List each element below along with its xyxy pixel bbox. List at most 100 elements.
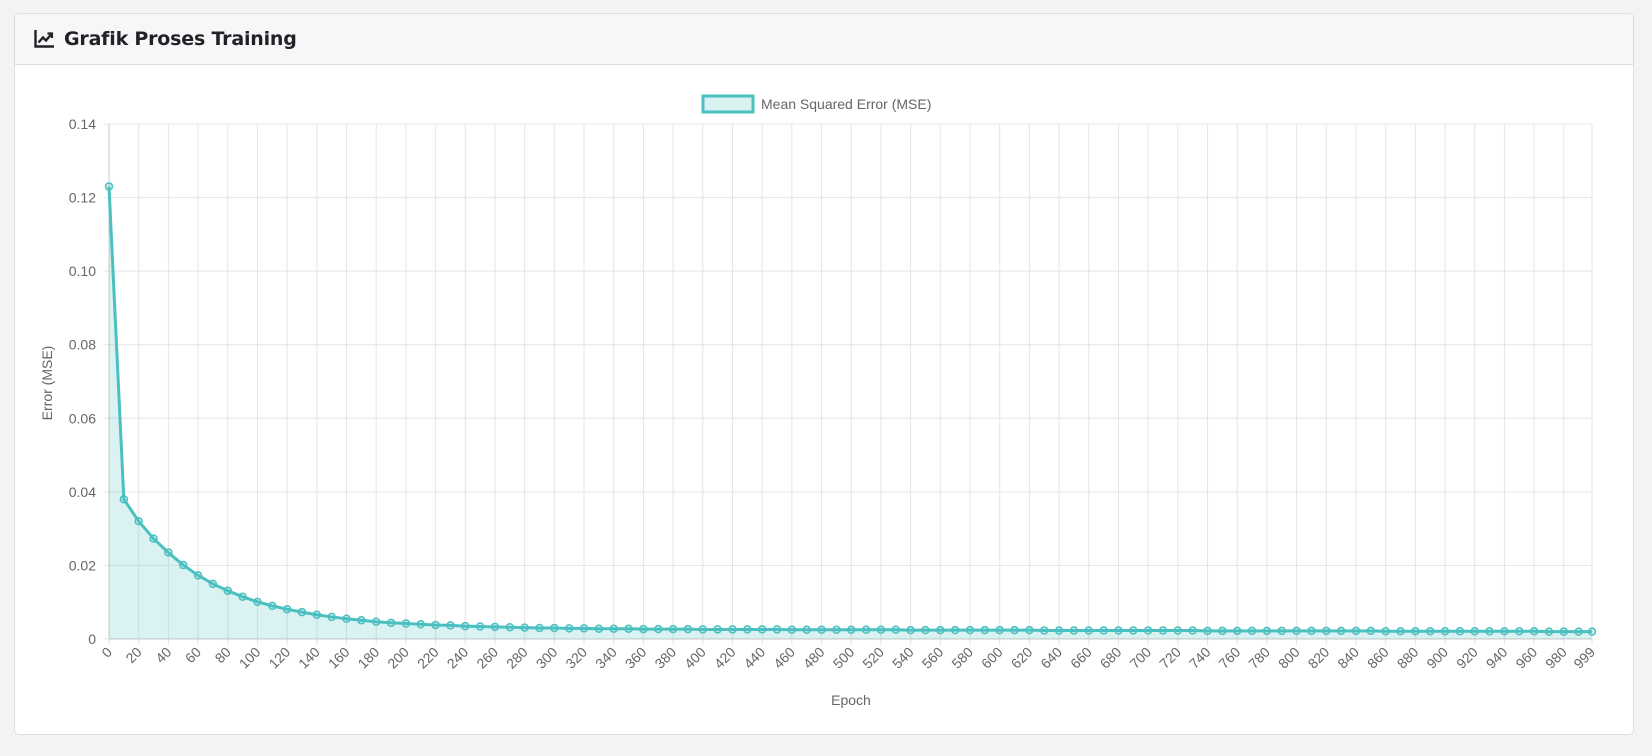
legend[interactable]: Mean Squared Error (MSE) xyxy=(701,94,931,114)
mse-data-point[interactable] xyxy=(490,622,500,632)
mse-data-point[interactable] xyxy=(609,624,618,633)
mse-data-point[interactable] xyxy=(505,622,515,632)
mse-data-point[interactable] xyxy=(134,517,143,526)
mse-data-point[interactable] xyxy=(223,586,233,596)
mse-data-point[interactable] xyxy=(1277,626,1286,636)
mse-data-point[interactable] xyxy=(1025,625,1034,635)
mse-data-point[interactable] xyxy=(327,612,336,622)
mse-data-point[interactable] xyxy=(832,625,841,635)
mse-data-point[interactable] xyxy=(475,622,485,631)
mse-data-point[interactable] xyxy=(1425,627,1435,636)
mse-data-point[interactable] xyxy=(594,624,604,633)
mse-data-point[interactable] xyxy=(178,560,188,570)
mse-data-point[interactable] xyxy=(1158,626,1168,635)
mse-data-point[interactable] xyxy=(683,624,693,634)
mse-data-point[interactable] xyxy=(1039,626,1049,635)
mse-data-point[interactable] xyxy=(787,625,797,635)
mse-data-point[interactable] xyxy=(861,625,871,635)
mse-data-point[interactable] xyxy=(1054,626,1064,635)
mse-data-point[interactable] xyxy=(891,625,901,635)
mse-data-point[interactable] xyxy=(1574,627,1583,636)
mse-data-point[interactable] xyxy=(1129,626,1138,635)
mse-data-point[interactable] xyxy=(950,625,960,635)
mse-data-point[interactable] xyxy=(1247,626,1257,636)
mse-data-point[interactable] xyxy=(1396,627,1405,636)
mse-data-point[interactable] xyxy=(1587,627,1597,636)
mse-data-point[interactable] xyxy=(1173,626,1183,635)
mse-data-point[interactable] xyxy=(772,625,782,634)
mse-data-point[interactable] xyxy=(1500,627,1509,636)
mse-data-point[interactable] xyxy=(564,624,574,633)
mse-data-point[interactable] xyxy=(550,623,559,633)
mse-data-point[interactable] xyxy=(104,182,114,191)
mse-data-point[interactable] xyxy=(1485,627,1494,636)
mse-data-point[interactable] xyxy=(1411,627,1420,636)
mse-data-point[interactable] xyxy=(936,625,945,635)
mse-data-point[interactable] xyxy=(164,548,173,557)
mse-data-point[interactable] xyxy=(1544,627,1554,636)
mse-data-point[interactable] xyxy=(431,620,440,630)
mse-data-point[interactable] xyxy=(757,625,767,634)
mse-data-point[interactable] xyxy=(1069,626,1079,635)
mse-data-point[interactable] xyxy=(1084,626,1094,635)
mse-data-point[interactable] xyxy=(921,625,930,635)
mse-data-point[interactable] xyxy=(1515,627,1524,636)
mse-data-point[interactable] xyxy=(639,624,648,634)
mse-data-point[interactable] xyxy=(654,624,663,634)
mse-data-point[interactable] xyxy=(253,597,262,607)
mse-data-point[interactable] xyxy=(401,619,411,628)
mse-data-point[interactable] xyxy=(238,592,247,601)
mse-data-point[interactable] xyxy=(1143,626,1153,635)
mse-data-point[interactable] xyxy=(1114,626,1123,635)
mse-data-point[interactable] xyxy=(357,615,366,625)
mse-data-point[interactable] xyxy=(1099,626,1108,635)
mse-data-point[interactable] xyxy=(1307,626,1316,636)
mse-data-point[interactable] xyxy=(995,625,1004,635)
mse-data-point[interactable] xyxy=(1351,626,1361,636)
mse-data-point[interactable] xyxy=(624,624,633,633)
mse-data-point[interactable] xyxy=(446,621,455,630)
mse-data-point[interactable] xyxy=(698,625,708,634)
mse-data-point[interactable] xyxy=(1470,627,1479,636)
mse-data-point[interactable] xyxy=(876,625,886,635)
mse-data-point[interactable] xyxy=(906,625,915,635)
mse-data-point[interactable] xyxy=(1322,626,1331,636)
mse-data-point[interactable] xyxy=(1559,627,1569,636)
mse-data-point[interactable] xyxy=(1218,626,1227,636)
mse-data-point[interactable] xyxy=(342,614,351,624)
mse-data-point[interactable] xyxy=(1262,626,1272,636)
mse-data-point[interactable] xyxy=(1366,626,1376,636)
mse-data-point[interactable] xyxy=(416,620,425,629)
mse-data-point[interactable] xyxy=(297,607,307,617)
mse-data-point[interactable] xyxy=(1188,626,1197,635)
mse-data-point[interactable] xyxy=(1232,626,1242,636)
mse-data-point[interactable] xyxy=(461,621,470,631)
mse-data-point[interactable] xyxy=(1203,626,1212,636)
mse-data-point[interactable] xyxy=(668,624,678,634)
mse-data-point[interactable] xyxy=(579,624,589,633)
mse-data-point[interactable] xyxy=(282,604,292,614)
legend-swatch[interactable] xyxy=(701,94,755,114)
mse-data-point[interactable] xyxy=(802,625,811,635)
mse-data-point[interactable] xyxy=(1455,627,1465,636)
legend-label[interactable]: Mean Squared Error (MSE) xyxy=(761,96,931,112)
mse-data-point[interactable] xyxy=(535,623,544,633)
mse-data-point[interactable] xyxy=(846,625,856,635)
mse-data-point[interactable] xyxy=(713,625,722,634)
mse-data-point[interactable] xyxy=(817,625,826,635)
mse-data-point[interactable] xyxy=(1529,627,1539,636)
mse-data-point[interactable] xyxy=(312,610,322,619)
mse-data-point[interactable] xyxy=(193,571,203,580)
mse-data-point[interactable] xyxy=(119,494,129,504)
mse-data-point[interactable] xyxy=(1440,627,1450,636)
mse-data-point[interactable] xyxy=(386,618,396,628)
mse-data-point[interactable] xyxy=(743,625,752,634)
mse-data-point[interactable] xyxy=(1010,625,1019,635)
mse-data-point[interactable] xyxy=(268,601,277,611)
mse-data-point[interactable] xyxy=(1381,627,1390,636)
mse-data-point[interactable] xyxy=(208,579,218,589)
mse-data-point[interactable] xyxy=(965,625,975,635)
mse-data-point[interactable] xyxy=(1292,626,1301,636)
mse-data-point[interactable] xyxy=(149,534,158,543)
mse-data-point[interactable] xyxy=(728,625,737,634)
